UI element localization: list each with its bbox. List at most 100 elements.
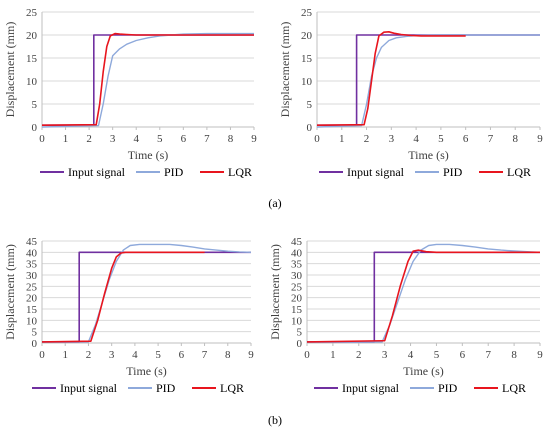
y-tick-label: 20 — [301, 30, 313, 42]
x-tick-label: 9 — [248, 349, 254, 361]
chart-2: 0 5 10 15 20 25 0 1 2 3 4 5 6 7 8 9 Time (s) Displacement… — [278, 7, 543, 179]
series-line-lqr — [306, 249, 540, 343]
series-line-input-signal — [317, 34, 540, 126]
y-tick-label: 5 — [32, 327, 38, 339]
x-tick-label: 5 — [155, 349, 161, 361]
x-tick-label: 6 — [181, 133, 187, 145]
legend: Input signal PID LQR — [319, 165, 531, 179]
series-line-pid — [41, 32, 254, 128]
y-tick-label: 15 — [301, 53, 313, 65]
x-tick-label: 3 — [110, 133, 116, 145]
y-tick-label: 10 — [301, 76, 313, 88]
x-tick-label: 9 — [537, 133, 543, 145]
x-tick-label: 9 — [537, 349, 543, 361]
x-tick-label: 8 — [228, 133, 234, 145]
y-tick-label: 5 — [297, 327, 303, 339]
legend-label-lqr: LQR — [507, 165, 531, 179]
x-tick-label: 9 — [251, 133, 257, 145]
series-line-pid — [316, 34, 540, 128]
y-axis-title: Displacement (mm) — [278, 22, 292, 118]
y-tick-label: 35 — [291, 259, 303, 271]
y-tick-label: 40 — [26, 247, 38, 259]
x-tick-label: 8 — [511, 349, 517, 361]
y-tick-label: 0 — [32, 338, 38, 350]
legend: Input signal PID LQR — [32, 381, 244, 395]
x-tick-label: 5 — [434, 349, 440, 361]
y-tick-label: 10 — [26, 76, 38, 88]
x-tick-label: 4 — [133, 133, 139, 145]
y-tick-label: 0 — [307, 122, 313, 134]
x-tick-label: 2 — [86, 133, 92, 145]
y-tick-label: 45 — [26, 236, 38, 248]
y-tick-label: 15 — [291, 304, 303, 316]
y-tick-label: 5 — [32, 99, 38, 111]
legend-label-pid: PID — [164, 165, 184, 179]
series-line-pid — [41, 243, 252, 343]
legend-label-lqr: LQR — [220, 381, 244, 395]
x-tick-label: 8 — [512, 133, 518, 145]
x-axis-title: Time (s) — [128, 148, 169, 162]
x-tick-label: 1 — [62, 349, 68, 361]
x-tick-label: 7 — [202, 349, 208, 361]
y-tick-label: 25 — [291, 281, 303, 293]
legend-label-lqr: LQR — [502, 381, 526, 395]
x-tick-label: 4 — [132, 349, 138, 361]
panel-label-a: (a) — [268, 196, 282, 210]
x-tick-label: 7 — [204, 133, 210, 145]
y-axis-title: Displacement (mm) — [3, 22, 17, 118]
x-tick-label: 4 — [408, 349, 414, 361]
y-tick-label: 0 — [297, 338, 303, 350]
legend-label-pid: PID — [438, 381, 458, 395]
x-tick-label: 4 — [413, 133, 419, 145]
x-tick-label: 3 — [382, 349, 388, 361]
x-tick-label: 2 — [86, 349, 92, 361]
legend-label-lqr: LQR — [228, 165, 252, 179]
series-line-lqr — [41, 251, 205, 343]
y-tick-label: 40 — [291, 247, 303, 259]
legend-label-input-signal: Input signal — [68, 165, 126, 179]
x-tick-label: 1 — [63, 133, 69, 145]
x-tick-label: 2 — [364, 133, 370, 145]
y-axis-title: Displacement (mm) — [268, 244, 282, 340]
y-tick-label: 30 — [291, 270, 303, 282]
x-tick-label: 0 — [314, 133, 320, 145]
y-tick-label: 15 — [26, 53, 38, 65]
y-tick-label: 0 — [32, 122, 38, 134]
series-line-lqr — [41, 32, 254, 126]
y-tick-label: 15 — [26, 304, 38, 316]
x-tick-label: 7 — [488, 133, 494, 145]
x-tick-label: 5 — [438, 133, 444, 145]
y-tick-label: 20 — [26, 293, 38, 305]
series-line-input-signal — [307, 251, 540, 343]
legend-label-input-signal: Input signal — [342, 381, 400, 395]
panel-label-b: (b) — [268, 413, 282, 427]
x-tick-label: 1 — [339, 133, 345, 145]
y-tick-label: 35 — [26, 259, 38, 271]
y-axis-title: Displacement (mm) — [3, 244, 17, 340]
y-tick-label: 45 — [291, 236, 303, 248]
chart-1: 0 5 10 15 20 25 0 1 2 3 4 5 6 7 8 9 Time (s) Displacement… — [3, 7, 257, 179]
x-tick-label: 3 — [109, 349, 115, 361]
x-tick-label: 2 — [356, 349, 362, 361]
y-tick-label: 20 — [26, 30, 38, 42]
x-tick-label: 0 — [39, 349, 45, 361]
y-tick-label: 30 — [26, 270, 38, 282]
y-tick-label: 25 — [301, 7, 313, 19]
y-tick-label: 25 — [26, 281, 38, 293]
series-line-pid — [306, 243, 541, 343]
x-tick-label: 3 — [389, 133, 395, 145]
x-tick-label: 1 — [330, 349, 336, 361]
series-line-lqr — [316, 30, 466, 126]
series-line-input-signal — [42, 34, 254, 126]
x-tick-label: 0 — [304, 349, 310, 361]
x-tick-label: 5 — [157, 133, 163, 145]
x-axis-title: Time (s) — [408, 148, 449, 162]
series-line-input-signal — [42, 251, 251, 343]
legend-label-pid: PID — [443, 165, 463, 179]
x-tick-label: 0 — [39, 133, 45, 145]
legend-label-input-signal: Input signal — [60, 381, 118, 395]
y-tick-label: 10 — [26, 315, 38, 327]
